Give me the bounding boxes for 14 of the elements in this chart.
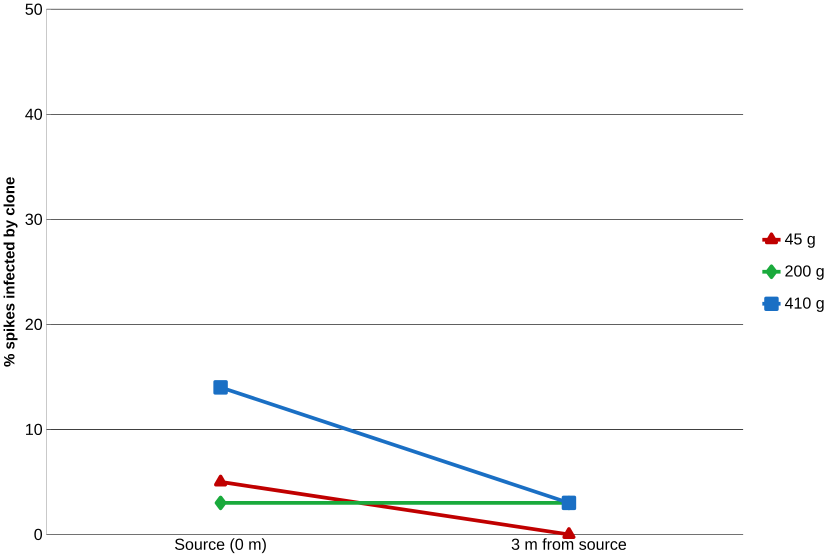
- point: [213, 380, 228, 395]
- y-tick-label: 20: [26, 318, 42, 330]
- x-tick-label: Source (0 m): [175, 538, 266, 554]
- point: [214, 496, 226, 510]
- y-tick-label: 30: [25, 214, 42, 226]
- y-tick-label: 50: [25, 4, 42, 16]
- y-tick-label: 40: [25, 108, 42, 120]
- legend-label: 45 g: [784, 234, 815, 248]
- x-tick-label: 3 m from source: [512, 538, 626, 550]
- y-axis-title: % spikes infected by clone: [4, 177, 18, 367]
- y-tick-label: 0: [34, 528, 42, 540]
- legend-label: 200 g: [785, 266, 824, 280]
- legend-label: 410 g: [784, 298, 824, 312]
- y-tick-label: 10: [26, 424, 42, 436]
